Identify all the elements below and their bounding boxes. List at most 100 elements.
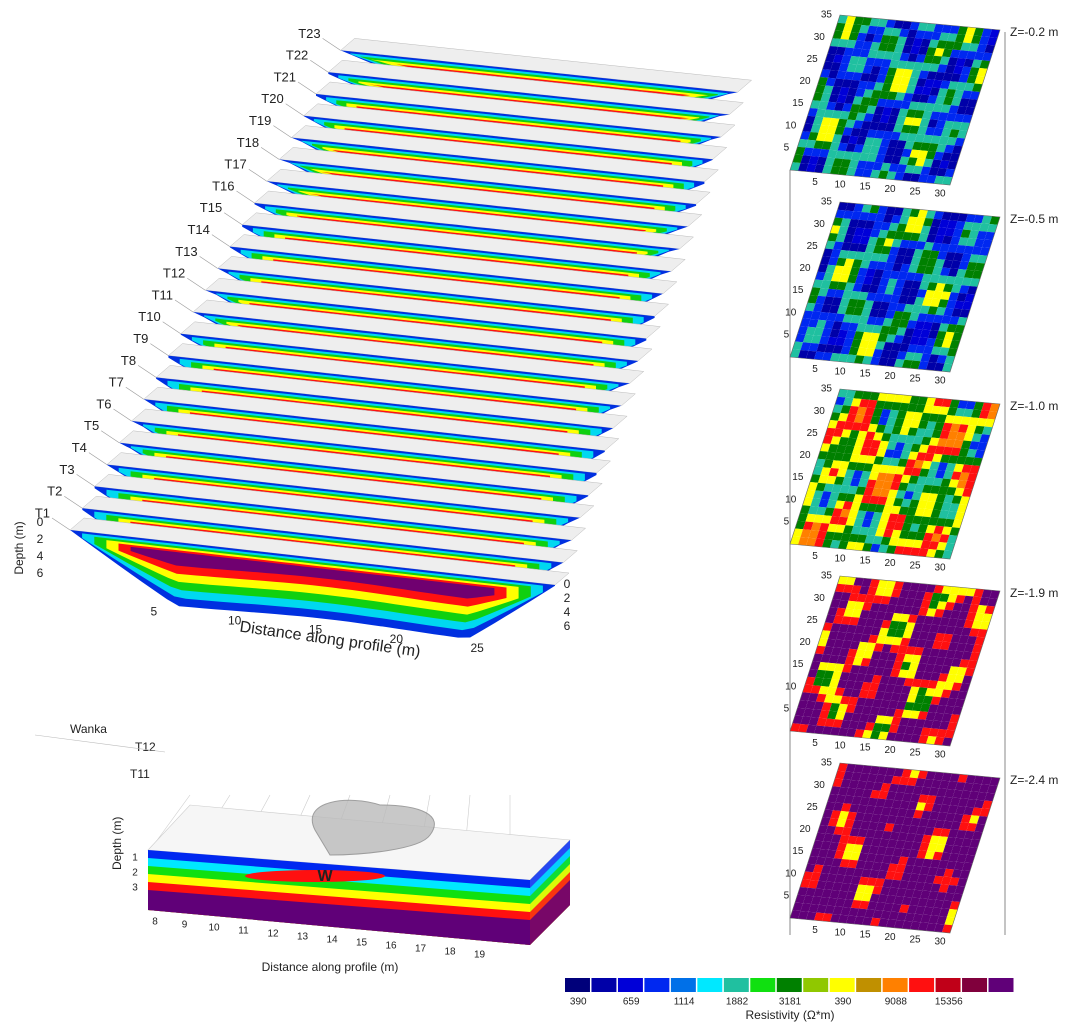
slice-x-tick: 25 [909, 186, 921, 197]
profile-label: T20 [261, 91, 283, 106]
label-leader [89, 453, 107, 465]
x-tick: 20 [390, 632, 404, 646]
profile-label: T3 [59, 462, 74, 477]
slice-label: Z=-2.4 m [1010, 773, 1058, 787]
slice-x-tick: 15 [859, 182, 871, 193]
depth-tick: 0 [37, 515, 44, 529]
x-tick: 15 [309, 623, 323, 637]
label-leader [138, 365, 156, 377]
slice-y-tick: 20 [799, 637, 811, 648]
profile-label: T6 [96, 396, 111, 411]
slice-x-tick: 10 [834, 179, 846, 190]
profile-label: T2 [47, 484, 62, 499]
slice-x-tick: 10 [834, 927, 846, 938]
label-leader [323, 38, 341, 50]
inset-y-tick: 1 [132, 853, 138, 864]
slice-y-tick: 5 [784, 890, 790, 901]
slice-x-tick: 20 [884, 184, 896, 195]
slice-y-tick: 25 [807, 428, 819, 439]
slice-x-tick: 10 [834, 366, 846, 377]
profile-label: T21 [274, 69, 296, 84]
slice-y-tick: 10 [785, 681, 797, 692]
slice-y-tick: 20 [799, 76, 811, 87]
slice-label: Z=-0.5 m [1010, 212, 1058, 226]
label-leader [273, 126, 291, 138]
colorbar-swatch [697, 978, 722, 992]
colorbar-swatch [565, 978, 590, 992]
slice-y-tick: 15 [792, 472, 804, 483]
depth-tick: 4 [37, 549, 44, 563]
colorbar-label: 1114 [674, 997, 695, 1008]
label-leader [150, 344, 168, 356]
slice-label: Z=-1.9 m [1010, 586, 1058, 600]
slice-y-tick: 30 [814, 780, 826, 791]
slice-x-tick: 30 [934, 937, 946, 948]
slice-x-tick: 30 [934, 376, 946, 387]
slice-y-tick: 20 [799, 824, 811, 835]
inset-y-label: Depth (m) [110, 817, 124, 870]
colorbar-swatch [803, 978, 828, 992]
label-leader [52, 518, 70, 530]
slice-x-tick: 25 [909, 747, 921, 758]
slice-x-tick: 5 [812, 925, 818, 936]
colorbar-swatch [936, 978, 961, 992]
slice-x-tick: 10 [834, 740, 846, 751]
depth-tick: 4 [564, 605, 571, 619]
slice-y-tick: 15 [792, 285, 804, 296]
slice-y-tick: 20 [799, 450, 811, 461]
inset-x-tick: 15 [356, 938, 368, 949]
profile-label: T19 [249, 113, 271, 128]
colorbar-label: 1882 [726, 997, 749, 1008]
depth-tick: 6 [37, 566, 44, 580]
label-leader [261, 147, 279, 159]
slice-x-tick: 20 [884, 745, 896, 756]
slice-y-tick: 5 [784, 329, 790, 340]
colorbar-swatch [777, 978, 802, 992]
profile-label: T12 [163, 266, 185, 281]
slice-y-tick: 30 [814, 32, 826, 43]
colorbar-swatch [591, 978, 616, 992]
slice-y-tick: 15 [792, 98, 804, 109]
slice-x-tick: 10 [834, 553, 846, 564]
label-leader [298, 82, 316, 94]
slice-y-tick: 25 [807, 241, 819, 252]
profile-label: T8 [121, 353, 136, 368]
inset-y-tick: 2 [132, 868, 138, 879]
colorbar-swatch [618, 978, 643, 992]
inset-legend: T12 [135, 740, 156, 754]
colorbar-swatch [909, 978, 934, 992]
colorbar-label: 3181 [779, 997, 802, 1008]
profile-label: T4 [72, 440, 87, 455]
colorbar-title: Resistivity (Ω*m) [746, 1008, 835, 1022]
inset-x-tick: 10 [208, 923, 220, 934]
slice-y-tick: 10 [785, 868, 797, 879]
inset-x-tick: 16 [385, 941, 397, 952]
slice-x-tick: 15 [859, 930, 871, 941]
slice-x-tick: 5 [812, 364, 818, 375]
x-tick: 10 [228, 614, 242, 628]
inset-anomaly [245, 870, 385, 882]
figure: Depth (m) Distance along profile (m) Dep… [0, 0, 1074, 1023]
label-leader [249, 169, 267, 181]
depth-tick: 2 [564, 591, 571, 605]
profile-label: T16 [212, 178, 234, 193]
colorbar-label: 15356 [935, 997, 963, 1008]
profile-label: T7 [109, 375, 124, 390]
slice-y-tick: 25 [807, 802, 819, 813]
colorbar-swatch [671, 978, 696, 992]
slice-y-tick: 30 [814, 219, 826, 230]
slice-y-tick: 5 [784, 142, 790, 153]
slice-x-tick: 30 [934, 750, 946, 761]
slice-x-tick: 30 [934, 189, 946, 200]
slice-x-tick: 5 [812, 738, 818, 749]
slice-y-tick: 25 [807, 54, 819, 65]
profile-label: T10 [138, 309, 160, 324]
slice-y-tick: 25 [807, 615, 819, 626]
depth-tick: 0 [564, 577, 571, 591]
colorbar-label: 9088 [885, 997, 908, 1008]
inset-x-tick: 12 [267, 929, 279, 940]
profile-label: T5 [84, 418, 99, 433]
slice-y-tick: 10 [785, 494, 797, 505]
label-leader [310, 60, 328, 72]
slice-label: Z=-0.2 m [1010, 25, 1058, 39]
